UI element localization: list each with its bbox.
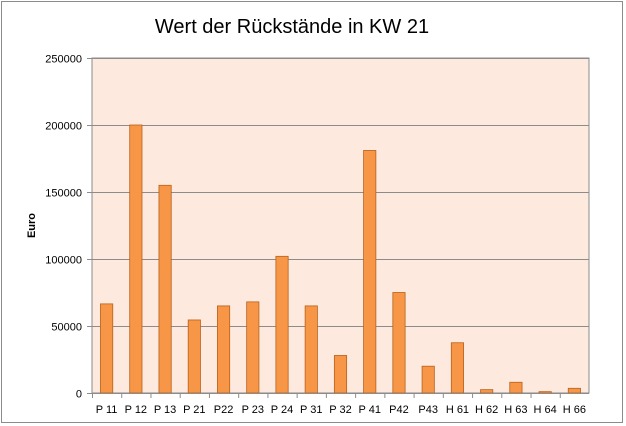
x-tick-label: P 24 [271, 404, 293, 416]
plot-area [91, 57, 590, 394]
y-tick-label: 250000 [45, 54, 82, 66]
bar [480, 389, 494, 394]
x-tick-label: H 62 [475, 404, 498, 416]
bar [450, 342, 464, 394]
chart-title: Wert der Rückstände in KW 21 [154, 16, 430, 38]
y-tick-label: 50000 [51, 322, 82, 334]
bar [217, 305, 231, 394]
bar [275, 255, 289, 394]
bar [509, 381, 523, 394]
x-tick-label: P42 [389, 404, 409, 416]
x-tick-label: H 66 [563, 404, 586, 416]
bar [392, 292, 406, 394]
bar [421, 365, 435, 394]
x-tick-label: P 32 [329, 404, 351, 416]
bar [538, 391, 552, 394]
bar [158, 184, 172, 394]
bar [567, 387, 581, 394]
bar [246, 301, 260, 394]
y-tick-label: 100000 [45, 255, 82, 267]
y-tick-label: 200000 [45, 121, 82, 133]
x-tick-label: P43 [418, 404, 438, 416]
x-tick-label: P 21 [183, 404, 205, 416]
x-tick-label: P 31 [300, 404, 322, 416]
x-tick-label: H 64 [534, 404, 557, 416]
bar [363, 150, 377, 394]
x-tick-label: P 12 [125, 404, 147, 416]
x-tick-label: H 61 [446, 404, 469, 416]
y-tick-label: 0 [76, 389, 82, 401]
bar [304, 305, 318, 394]
x-tick-label: P 23 [242, 404, 264, 416]
x-tick-label: P 11 [96, 404, 118, 416]
x-tick-label: P 41 [359, 404, 381, 416]
x-tick-label: H 63 [504, 404, 527, 416]
x-tick-label: P 13 [154, 404, 176, 416]
y-tick-labels: 0 50000 100000 150000 200000 250000 [45, 54, 82, 401]
bar [187, 319, 201, 394]
bar [129, 124, 143, 394]
y-axis-label: Euro [26, 213, 38, 238]
bar [100, 303, 114, 394]
grid-lines [87, 58, 589, 394]
x-tick-label: P22 [214, 404, 234, 416]
x-tick-labels: P 11 P 12 P 13 P 21 P22 P 23 P 24 P 31 P 32 P 41 P… [92, 393, 586, 416]
bar [333, 355, 348, 394]
y-tick-label: 150000 [45, 188, 82, 200]
